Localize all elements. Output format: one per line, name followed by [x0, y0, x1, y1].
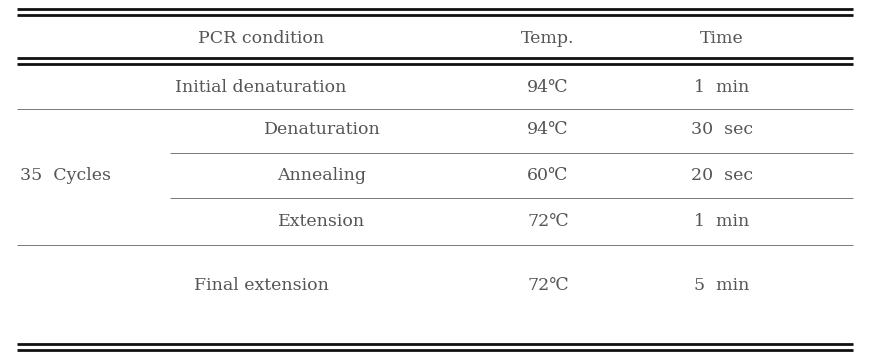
Text: 60℃: 60℃: [527, 167, 568, 184]
Text: 72℃: 72℃: [527, 277, 568, 294]
Text: Initial denaturation: Initial denaturation: [176, 79, 346, 96]
Text: 35  Cycles: 35 Cycles: [20, 167, 110, 184]
Text: 1  min: 1 min: [693, 213, 749, 230]
Text: Annealing: Annealing: [277, 167, 366, 184]
Text: Temp.: Temp.: [521, 30, 574, 47]
Text: 5  min: 5 min: [693, 277, 749, 294]
Text: 30  sec: 30 sec: [690, 122, 753, 138]
Text: 20  sec: 20 sec: [690, 167, 753, 184]
Text: 94℃: 94℃: [527, 79, 568, 96]
Text: Final extension: Final extension: [193, 277, 328, 294]
Text: Time: Time: [700, 30, 743, 47]
Text: 1  min: 1 min: [693, 79, 749, 96]
Text: PCR condition: PCR condition: [198, 30, 323, 47]
Text: Denaturation: Denaturation: [263, 122, 380, 138]
Text: Extension: Extension: [278, 213, 365, 230]
Text: 94℃: 94℃: [527, 122, 568, 138]
Text: 72℃: 72℃: [527, 213, 568, 230]
